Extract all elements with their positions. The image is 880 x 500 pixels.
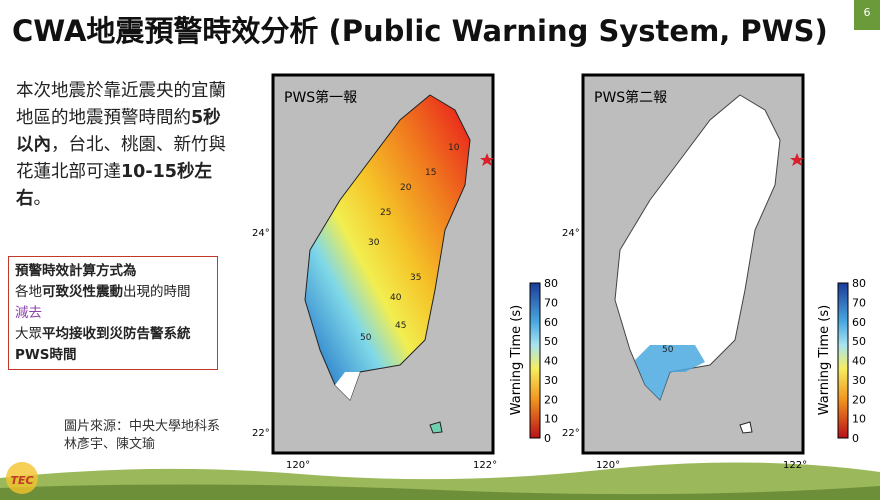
box-run: 減去 <box>15 305 42 321</box>
colorbar-tick-label: 40 <box>544 355 558 368</box>
source-line: 林彥宇、陳文瑜 <box>64 437 156 452</box>
lon-label: 120° <box>286 460 310 471</box>
summary-run: 本次地震於靠近震央的宜蘭地區的地震預警時間約 <box>16 81 226 128</box>
epicenter <box>480 153 494 166</box>
contour-label: 45 <box>395 321 406 331</box>
colorbar <box>529 282 541 439</box>
colorbar-tick-label: 30 <box>544 374 558 387</box>
lat-label: 24° <box>252 228 270 239</box>
landscape <box>0 484 880 500</box>
page-number: 6 <box>854 0 880 30</box>
lat-label: 24° <box>562 228 580 239</box>
colorbar-tick-label: 0 <box>852 432 859 445</box>
lat-label: 22° <box>252 428 270 439</box>
logo-text: TEC <box>10 474 33 487</box>
contour-label: 10 <box>448 143 460 153</box>
map-label: PWS第二報 <box>594 89 667 106</box>
summary-run: 5秒以內 <box>16 108 221 155</box>
box-run: 大眾 <box>15 326 42 342</box>
colorbar-tick-label: 80 <box>544 277 558 290</box>
box-run: 出現的時間 <box>123 284 191 300</box>
box-run: 平均接收到災防告警系統 <box>42 326 191 342</box>
method-box: 預警時效計算方式為 各地可致災性震動出現的時間 減去 大眾平均接收到災防告警系統 PWS… <box>8 256 218 370</box>
contour-label: 25 <box>380 208 391 218</box>
box-line: 預警時效計算方式為 <box>15 261 211 282</box>
box-line: 各地可致災性震動出現的時間 <box>15 282 211 303</box>
image-source: 圖片來源：中央大學地科系 林彥宇、陳文瑜 <box>64 418 220 454</box>
contour-label: 30 <box>368 238 380 248</box>
colorbar-tick-label: 50 <box>852 335 866 348</box>
lon-label: 122° <box>473 460 497 471</box>
colorbar-tick-label: 20 <box>544 393 558 406</box>
lon-label: 120° <box>596 460 620 471</box>
colorbar-tick-label: 80 <box>852 277 866 290</box>
contour-label: 35 <box>410 273 421 283</box>
logo-mark <box>6 462 38 494</box>
colorbar-tick-label: 70 <box>852 296 866 309</box>
colorbar-tick-label: 70 <box>544 296 558 309</box>
contour-label: 20 <box>400 183 412 193</box>
slide-title: CWA地震預警時效分析 (Public Warning System, PWS) <box>12 14 828 48</box>
box-run: PWS時間 <box>15 347 77 363</box>
source-line: 圖片來源：中央大學地科系 <box>64 419 221 434</box>
colorbar-title: Warning Time (s) <box>509 305 524 415</box>
colorbar-tick-label: 30 <box>852 374 866 387</box>
colorbar-tick-label: 10 <box>852 413 866 426</box>
box-line: PWS時間 <box>15 345 211 366</box>
summary-text: 本次地震於靠近震央的宜蘭地區的地震預警時間約5秒以內，台北、桃園、新竹與花蓮北部… <box>16 78 231 213</box>
box-run: 可致災性震動 <box>42 284 123 300</box>
summary-run: ，台北、桃園、新竹與花蓮北部可達 <box>16 135 226 182</box>
contour-label: 50 <box>662 345 674 355</box>
colorbar-tick-label: 60 <box>544 316 558 329</box>
box-line: 減去 <box>15 303 211 324</box>
colorbar-tick-label: 40 <box>852 355 866 368</box>
colorbar-tick-label: 0 <box>544 432 551 445</box>
colorbar-tick-label: 20 <box>852 393 866 406</box>
island <box>429 421 443 434</box>
colorbar-title: Warning Time (s) <box>817 305 832 415</box>
epicenter <box>790 153 804 166</box>
lat-label: 22° <box>562 428 580 439</box>
map-unfilled <box>335 372 360 400</box>
box-run: 各地 <box>15 284 42 300</box>
island <box>739 421 753 434</box>
box-line: 大眾平均接收到災防告警系統 <box>15 324 211 345</box>
box-run: 預警時效計算方式為 <box>15 263 137 279</box>
summary-run: 10-15秒左右 <box>16 162 212 209</box>
contour-label: 40 <box>390 293 402 303</box>
lon-label: 122° <box>783 460 807 471</box>
map-label: PWS第一報 <box>284 89 357 106</box>
colorbar <box>837 282 849 439</box>
colorbar-tick-label: 60 <box>852 316 866 329</box>
summary-run: 。 <box>33 189 52 209</box>
warning-area <box>635 345 705 400</box>
contour-label: 15 <box>425 168 436 178</box>
colorbar-tick-label: 10 <box>544 413 558 426</box>
colorbar-tick-label: 50 <box>544 335 558 348</box>
contour-label: 50 <box>360 333 372 343</box>
